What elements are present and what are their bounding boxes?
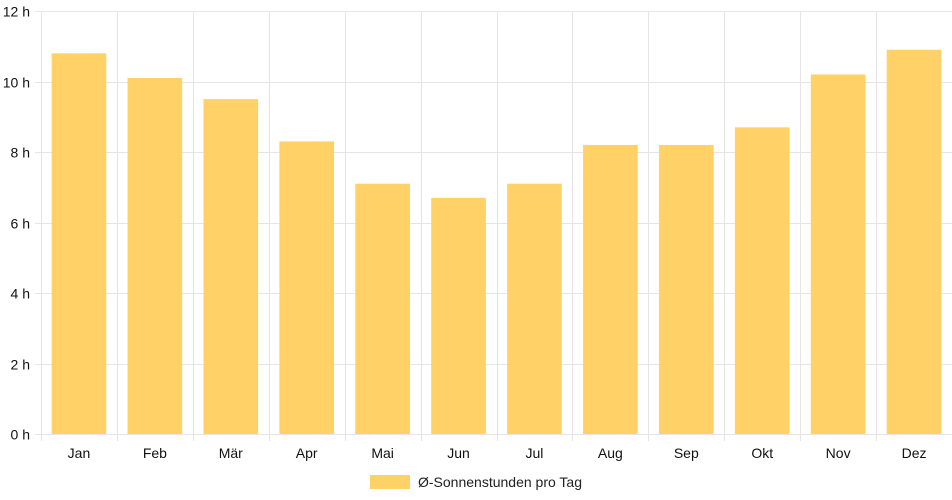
bar-Sep[interactable] [658, 144, 714, 434]
bar-Jun[interactable] [431, 197, 486, 434]
y-tick-label: 4 h [11, 286, 30, 302]
bar-Aug[interactable] [583, 144, 638, 434]
y-tick-label: 12 h [3, 4, 30, 20]
bar-Jul[interactable] [507, 183, 562, 434]
x-tick-label: Feb [143, 445, 167, 461]
y-tick-label: 10 h [3, 75, 30, 91]
bar-series [51, 49, 942, 435]
bar-Feb[interactable] [127, 77, 183, 434]
x-tick-label: Apr [296, 445, 318, 461]
bar-Mär[interactable] [203, 99, 259, 434]
x-tick-label: Aug [598, 445, 623, 461]
x-tick-label: Mai [371, 445, 394, 461]
x-tick-label: Jun [447, 445, 470, 461]
y-tick-label: 0 h [11, 427, 30, 443]
legend-label[interactable]: Ø-Sonnenstunden pro Tag [418, 474, 582, 490]
y-tick-label: 8 h [11, 145, 30, 161]
bar-Okt[interactable] [734, 127, 790, 434]
legend-swatch[interactable] [370, 475, 411, 489]
bar-Dez[interactable] [886, 49, 942, 435]
x-tick-label: Nov [826, 445, 851, 461]
axes: 0 h 2 h 4 h 6 h 8 h 10 h 12 h Jan Feb Mär Apr Mai Ju… [3, 4, 927, 462]
bar-Mai[interactable] [355, 183, 410, 434]
bar-Jan[interactable] [51, 53, 107, 435]
legend: Ø-Sonnenstunden pro Tag [370, 474, 582, 490]
x-tick-label: Jan [68, 445, 91, 461]
x-tick-label: Jul [526, 445, 544, 461]
x-tick-label: Okt [751, 445, 773, 461]
bar-Nov[interactable] [810, 74, 866, 434]
y-tick-label: 2 h [11, 357, 30, 373]
y-tick-label: 6 h [11, 216, 30, 232]
x-tick-label: Dez [902, 445, 927, 461]
grid-lines [35, 11, 952, 441]
x-tick-label: Mär [219, 445, 243, 461]
bar-Apr[interactable] [279, 141, 335, 435]
x-tick-label: Sep [674, 445, 699, 461]
